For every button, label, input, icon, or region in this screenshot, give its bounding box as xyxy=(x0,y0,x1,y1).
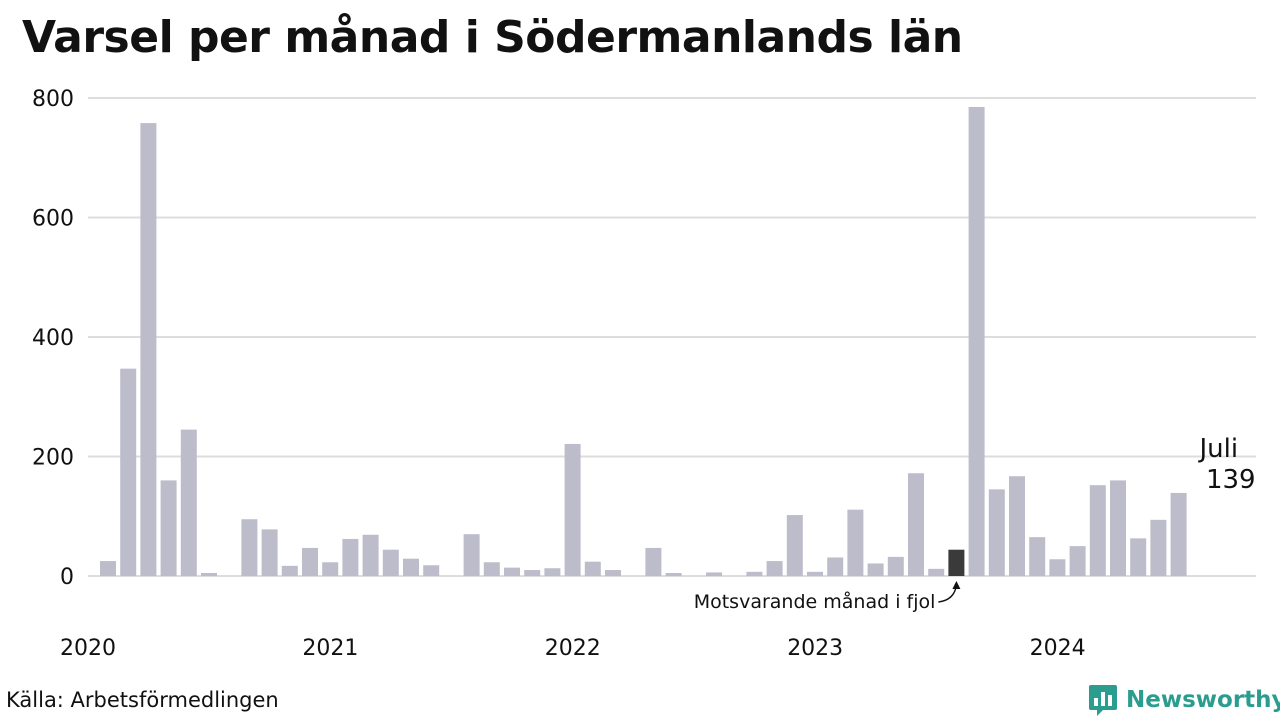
x-year-label: 2021 xyxy=(302,636,358,661)
bar xyxy=(423,565,440,576)
bar xyxy=(342,538,359,576)
current-value-label: 139 xyxy=(1206,465,1256,495)
grid-layer xyxy=(88,97,1256,577)
previous-year-note: Motsvarande månad i fjol xyxy=(694,590,936,613)
bar xyxy=(827,557,844,576)
bar xyxy=(1130,538,1147,576)
bar xyxy=(160,480,177,576)
bar xyxy=(1170,492,1187,576)
bar xyxy=(1029,537,1046,576)
bar xyxy=(382,549,399,576)
bar xyxy=(1069,546,1086,576)
bar xyxy=(1150,519,1167,576)
bar xyxy=(564,443,581,576)
bar xyxy=(281,565,298,576)
bar xyxy=(403,558,419,576)
bar xyxy=(241,519,258,576)
bar xyxy=(968,106,985,577)
bar xyxy=(746,571,763,576)
current-month-label: Juli xyxy=(1198,434,1239,464)
bar xyxy=(867,563,884,576)
bar xyxy=(201,573,217,576)
bar xyxy=(887,556,904,576)
source-note: Källa: Arbetsförmedlingen xyxy=(6,688,279,712)
bar xyxy=(180,429,197,576)
bar xyxy=(322,562,339,576)
bar xyxy=(786,515,803,576)
bar xyxy=(665,573,682,576)
bar xyxy=(483,562,500,576)
bar xyxy=(645,547,662,576)
bar xyxy=(988,489,1005,576)
bar xyxy=(847,509,864,576)
y-tick-label: 0 xyxy=(60,565,74,590)
x-year-label: 2024 xyxy=(1030,636,1086,661)
bar xyxy=(908,473,924,576)
bar xyxy=(140,123,157,576)
x-year-label: 2020 xyxy=(60,636,116,661)
x-year-label: 2022 xyxy=(545,636,601,661)
bar xyxy=(261,529,278,576)
bar xyxy=(120,368,137,576)
y-tick-label: 800 xyxy=(32,87,74,112)
previous-year-arrowhead xyxy=(952,581,961,589)
bar xyxy=(463,534,480,576)
bar xyxy=(605,570,621,576)
bar xyxy=(928,568,945,576)
newsworthy-logo-icon xyxy=(1089,685,1117,716)
bar xyxy=(524,570,541,576)
brand[interactable]: Newsworthy xyxy=(1088,683,1280,717)
y-tick-label: 400 xyxy=(32,326,74,351)
bars-layer xyxy=(100,106,1187,577)
y-tick-label: 600 xyxy=(32,207,74,232)
labels-layer: 0 200 400 600 800 2020 2021 2022 2023 2024 Juli139… xyxy=(32,87,1256,661)
bar xyxy=(1110,480,1126,576)
bar xyxy=(584,561,601,576)
bar xyxy=(100,561,116,576)
bar xyxy=(706,572,722,576)
bar xyxy=(1009,476,1025,576)
bar xyxy=(1049,559,1066,576)
bar xyxy=(1089,485,1106,576)
bar xyxy=(948,549,965,576)
bar xyxy=(807,571,823,576)
x-year-label: 2023 xyxy=(787,636,843,661)
brand-name: Newsworthy xyxy=(1126,687,1280,713)
bar xyxy=(504,567,520,576)
bar-chart: 0 200 400 600 800 2020 2021 2022 2023 2024 Juli139… xyxy=(32,87,1256,661)
y-tick-label: 200 xyxy=(32,446,74,471)
bar xyxy=(362,534,379,576)
bar xyxy=(766,561,783,576)
bar xyxy=(544,568,561,576)
bar xyxy=(302,547,318,576)
chart-title: Varsel per månad i Södermanlands län xyxy=(22,12,963,63)
